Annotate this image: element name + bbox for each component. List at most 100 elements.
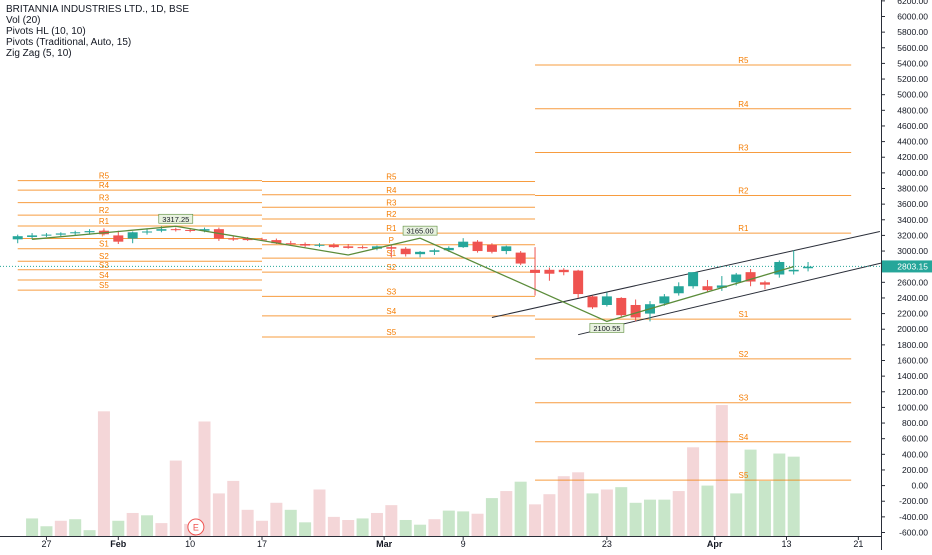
candle-body[interactable] (415, 251, 426, 255)
pivot-label: R5 (738, 56, 749, 65)
candle-body[interactable] (199, 229, 210, 231)
time-tick-label: 10 (185, 539, 195, 549)
candle-body[interactable] (630, 304, 641, 318)
candle-body[interactable] (429, 250, 440, 252)
candle-body[interactable] (300, 244, 311, 246)
price-tick-label: 3400.00 (897, 215, 928, 225)
volume-bar (126, 512, 139, 537)
chart-legend: BRITANNIA INDUSTRIES LTD., 1D, BSE Vol (… (6, 4, 189, 59)
candle-body[interactable] (688, 272, 699, 287)
trend-channel-line[interactable] (491, 231, 881, 318)
candle-body[interactable] (27, 235, 38, 237)
price-tick-label: 6200.00 (897, 0, 928, 6)
candle-body[interactable] (501, 246, 512, 252)
candle-body[interactable] (142, 231, 153, 233)
zigzag-label-box (402, 225, 438, 236)
volume-bar (658, 499, 671, 537)
candle-body[interactable] (745, 272, 756, 282)
candle-body[interactable] (573, 270, 584, 295)
time-tick-label: Apr (707, 539, 723, 549)
candle-body[interactable] (716, 285, 727, 288)
candle-body[interactable] (271, 240, 282, 244)
candle-body[interactable] (400, 248, 411, 255)
price-tick-label: 3800.00 (897, 184, 928, 194)
earnings-marker-icon[interactable] (187, 518, 205, 536)
pivot-label: R4 (386, 186, 397, 195)
candle-body[interactable] (386, 247, 397, 249)
candle-body[interactable] (371, 246, 382, 249)
price-tick-label: -400.00 (899, 512, 928, 522)
pivot-label: S5 (386, 328, 396, 337)
candle-body[interactable] (328, 244, 339, 248)
pivot-label: S2 (738, 350, 748, 359)
candle-body[interactable] (472, 241, 483, 252)
time-tick-label: 23 (602, 539, 612, 549)
candle-body[interactable] (731, 274, 742, 283)
time-tick-label: Feb (110, 539, 127, 549)
price-tick-label: 4600.00 (897, 121, 928, 131)
candle-body[interactable] (41, 234, 52, 236)
candle-body[interactable] (314, 244, 325, 246)
candle-body[interactable] (343, 246, 354, 248)
candle-body[interactable] (601, 296, 612, 305)
price-tick-label: 0.00 (911, 481, 928, 491)
trend-channel-line[interactable] (578, 262, 882, 336)
candle-body[interactable] (242, 238, 253, 241)
candle-body[interactable] (127, 232, 138, 239)
candle-body[interactable] (12, 236, 23, 240)
volume-bar (514, 481, 527, 537)
volume-bar (485, 498, 498, 537)
candle-body[interactable] (156, 229, 167, 231)
volume-bar (26, 518, 39, 537)
candle-body[interactable] (170, 229, 181, 231)
candle-body[interactable] (587, 296, 598, 308)
volume-bar (629, 502, 642, 537)
zigzag-label: 2100.55 (593, 324, 620, 333)
candle-body[interactable] (70, 232, 81, 234)
candle-body[interactable] (285, 243, 296, 245)
price-tick-label: 1200.00 (897, 387, 928, 397)
price-tick-label: -600.00 (899, 528, 928, 538)
candle-body[interactable] (774, 261, 785, 275)
candle-body[interactable] (84, 231, 95, 233)
candle-body[interactable] (257, 239, 267, 241)
candle-body[interactable] (443, 247, 454, 251)
pivot-label: S4 (99, 271, 109, 280)
price-tick-label: 6000.00 (897, 12, 928, 22)
candle-body[interactable] (544, 269, 555, 274)
candle-body[interactable] (659, 296, 670, 304)
pivot-label: S5 (738, 471, 748, 480)
plot-area[interactable] (0, 0, 881, 531)
last-price-badge (882, 260, 932, 273)
pivot-label: R4 (99, 181, 110, 190)
price-tick-label: 1400.00 (897, 371, 928, 381)
candle-body[interactable] (788, 269, 799, 272)
pivot-label: R5 (99, 172, 110, 181)
candle-body[interactable] (185, 229, 196, 231)
candle-body[interactable] (558, 269, 569, 273)
price-tick-label: 2200.00 (897, 309, 928, 319)
price-tick-label: 4800.00 (897, 105, 928, 115)
volume-bar (715, 405, 728, 537)
earnings-marker-label: E (193, 523, 199, 533)
candle-body[interactable] (759, 282, 770, 285)
candle-body[interactable] (515, 252, 526, 264)
candle-body[interactable] (530, 269, 541, 273)
volume-bar (773, 453, 786, 537)
candle-body[interactable] (702, 286, 713, 291)
volume-bar (615, 487, 628, 537)
candle-body[interactable] (113, 235, 124, 242)
candle-body[interactable] (803, 266, 814, 269)
candle-body[interactable] (55, 233, 66, 235)
candle-body[interactable] (486, 244, 497, 252)
candle-body[interactable] (228, 238, 239, 240)
volume-bar (557, 476, 570, 537)
candle-body[interactable] (357, 247, 368, 249)
price-tick-label: -200.00 (899, 496, 928, 506)
candle-body[interactable] (673, 286, 684, 294)
candle-body[interactable] (616, 297, 627, 316)
candle-body[interactable] (458, 241, 469, 248)
volume-bar (342, 519, 355, 537)
